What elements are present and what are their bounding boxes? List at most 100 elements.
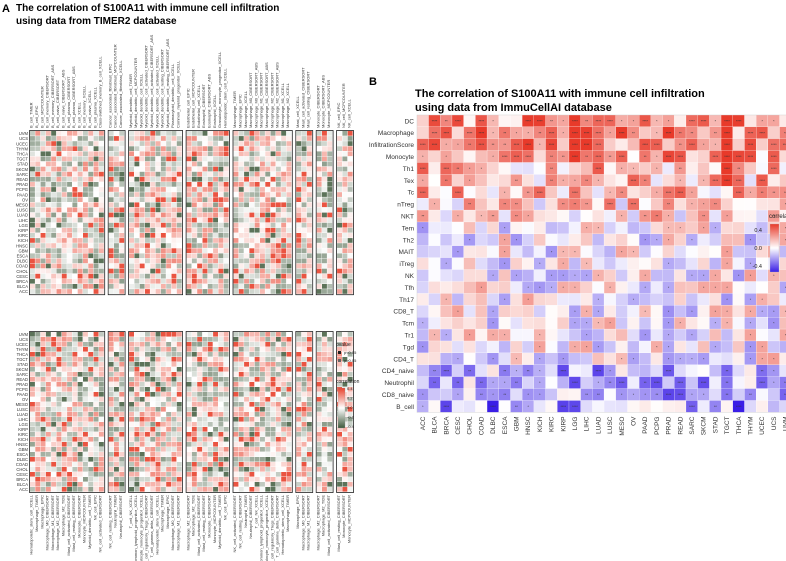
heatmap-cell xyxy=(260,238,265,243)
heatmap-cell xyxy=(45,166,51,172)
heatmap-cell xyxy=(129,332,134,337)
heatmap-cell xyxy=(67,347,72,352)
heatmap-cell xyxy=(254,352,260,357)
heatmap-cell xyxy=(281,233,287,238)
heatmap-cell xyxy=(569,269,581,282)
heatmap-cell xyxy=(296,442,302,447)
heatmap-cell xyxy=(218,392,224,397)
heatmap-cell xyxy=(260,166,265,172)
heatmap-cell xyxy=(72,182,78,187)
heatmap-cell xyxy=(592,400,604,413)
heatmap-cell xyxy=(160,227,166,233)
heatmap-cell xyxy=(244,407,249,412)
column-label: Mast_cell_resting_CIBERSORT xyxy=(306,71,311,128)
column-label: PRAD xyxy=(666,416,673,434)
heatmap-cell xyxy=(134,482,140,487)
heatmap-cell xyxy=(197,467,203,472)
heatmap-cell xyxy=(296,462,302,467)
row-label: COAD xyxy=(16,264,28,269)
heatmap-cell xyxy=(721,281,733,294)
heatmap-cell xyxy=(88,238,94,243)
heatmap-cell xyxy=(463,126,476,139)
heatmap-cell xyxy=(150,332,156,337)
heatmap-cell xyxy=(150,447,156,452)
heatmap-cell xyxy=(98,427,104,432)
heatmap-cell xyxy=(155,278,161,284)
heatmap-cell xyxy=(134,171,140,177)
heatmap-cell xyxy=(592,364,604,377)
significance-mark: **** xyxy=(666,155,672,159)
heatmap-cell xyxy=(270,372,276,377)
heatmap-cell xyxy=(428,210,441,222)
heatmap-cell xyxy=(150,357,156,362)
heatmap-cell xyxy=(306,432,312,437)
heatmap-cell xyxy=(615,150,628,163)
heatmap-cell xyxy=(265,136,271,141)
heatmap-cell xyxy=(238,161,244,167)
heatmap-cell xyxy=(129,187,134,192)
column-label: Monocyte_CIBERSORT_ABS xyxy=(321,75,326,128)
significance-mark: * xyxy=(586,274,588,278)
heatmap-cell xyxy=(286,258,292,264)
heatmap-cell xyxy=(134,187,140,192)
heatmap-cell xyxy=(342,182,348,187)
heatmap-cell xyxy=(119,467,125,472)
heatmap-cell xyxy=(779,281,786,294)
heatmap-cell xyxy=(322,166,327,172)
heatmap-cell xyxy=(139,412,145,417)
column-label: Monocyte_CIBERSORT xyxy=(76,494,81,537)
heatmap-cell xyxy=(244,248,249,253)
heatmap-cell xyxy=(108,197,114,202)
heatmap-cell xyxy=(166,284,172,289)
heatmap-cell xyxy=(249,362,255,367)
heatmap-cell xyxy=(428,317,441,329)
heatmap-cell xyxy=(709,293,721,306)
heatmap-cell xyxy=(440,115,452,127)
column-label: Neutrophil_CIBERSORT xyxy=(248,494,253,538)
column-label: PCPG xyxy=(654,417,661,435)
heatmap-cell xyxy=(327,248,333,253)
heatmap-cell xyxy=(296,161,302,167)
heatmap-cell xyxy=(327,482,333,487)
heatmap-cell xyxy=(487,198,499,210)
heatmap-cell xyxy=(197,146,203,151)
heatmap-cell xyxy=(129,437,134,442)
heatmap-cell xyxy=(337,427,342,432)
significance-mark: * xyxy=(586,226,588,230)
heatmap-cell xyxy=(296,372,302,377)
heatmap-cell xyxy=(522,234,534,246)
heatmap-cell xyxy=(522,138,534,151)
heatmap-cell xyxy=(306,402,312,407)
significance-mark: * xyxy=(633,393,635,397)
heatmap-cell xyxy=(56,263,62,269)
heatmap-cell xyxy=(171,402,177,407)
heatmap-cell xyxy=(93,248,99,253)
heatmap-cell xyxy=(662,174,675,187)
heatmap-cell xyxy=(249,432,255,437)
heatmap-cell xyxy=(286,243,292,248)
heatmap-cell xyxy=(114,357,119,362)
heatmap-cell xyxy=(72,233,78,238)
heatmap-cell xyxy=(569,150,581,163)
heatmap-cell xyxy=(342,197,348,202)
heatmap-cell xyxy=(88,171,94,177)
heatmap-cell xyxy=(337,432,342,437)
heatmap-cell xyxy=(108,422,114,427)
heatmap-cell xyxy=(114,352,119,357)
heatmap-cell xyxy=(463,162,476,175)
heatmap-cell xyxy=(428,162,441,175)
heatmap-cell xyxy=(337,243,342,248)
heatmap-cell xyxy=(249,207,255,213)
heatmap-cell xyxy=(197,462,203,467)
heatmap-cell xyxy=(337,268,342,274)
heatmap-cell xyxy=(72,372,78,377)
heatmap-cell xyxy=(72,397,78,402)
heatmap-cell xyxy=(77,166,83,172)
heatmap-cell xyxy=(134,253,140,259)
heatmap-cell xyxy=(129,146,134,151)
heatmap-cell xyxy=(347,337,353,342)
heatmap-cell xyxy=(265,457,271,462)
heatmap-cell xyxy=(342,141,348,146)
column-label: Macrophage_M0_CIBERSORT xyxy=(45,494,50,550)
heatmap-cell xyxy=(296,207,302,213)
